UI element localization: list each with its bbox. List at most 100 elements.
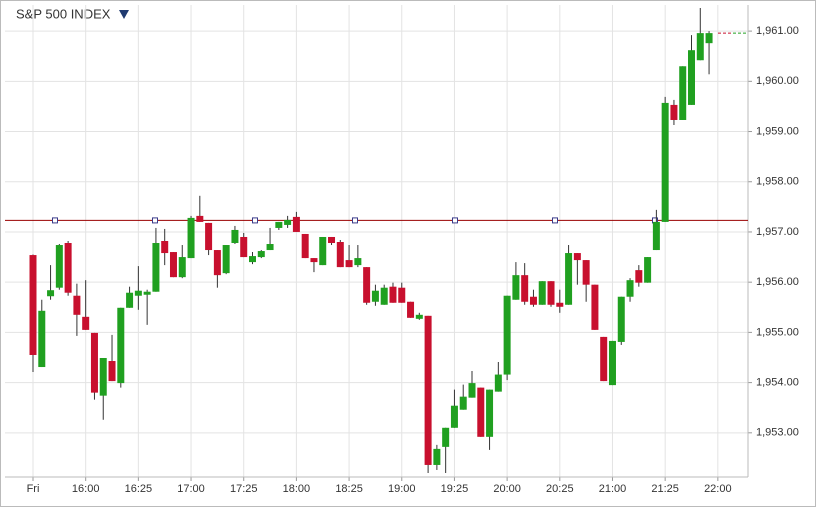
candle-body [134,290,142,296]
candle-body [556,302,564,307]
x-tick-label: 22:00 [704,483,732,495]
candle-body [547,281,555,305]
candle-body [389,286,397,303]
x-tick-label: 18:00 [283,483,311,495]
candle-body [582,260,590,285]
candle-body [301,233,309,259]
candle-body [240,236,248,258]
candle-body [231,229,239,244]
candle-body [521,275,529,302]
candle-body [354,258,362,266]
x-tick-label: 18:25 [335,483,363,495]
candle-body [477,387,485,437]
candle-body [275,221,283,228]
reference-marker [52,217,58,224]
candle-body [600,336,608,382]
candle-body [573,253,581,261]
candle-body [29,255,37,355]
x-tick-label: 21:25 [651,483,679,495]
candle-body [398,287,406,303]
candle-body [222,245,230,274]
x-tick-label: 16:00 [72,483,100,495]
x-tick-label: Fri [27,483,40,495]
candle-body [126,292,134,308]
candle-body [688,50,695,105]
candle-body [696,33,704,61]
candle-body [705,33,713,44]
candle-body [617,296,625,342]
y-tick-label: 1,960.00 [756,75,799,87]
y-tick-label: 1,954.00 [756,377,799,389]
y-tick-label: 1,958.00 [756,176,799,188]
x-tick-label: 19:25 [441,483,469,495]
candle-body [257,251,265,258]
reference-marker [352,217,358,224]
candle-body [442,427,450,447]
candle-body [626,280,634,297]
candle-body [328,236,336,244]
candle-body [64,243,72,293]
candle-body [494,374,502,392]
candle-body [407,301,415,318]
candle-body [143,291,151,295]
reference-marker [252,217,258,224]
candle-body [108,361,116,382]
candle-body [512,275,520,300]
candle-body [90,332,98,393]
candle-body [679,66,687,120]
candle-body [345,260,353,268]
candle-body [433,448,441,465]
y-tick-label: 1,956.00 [756,276,799,288]
candle-body [503,295,511,375]
y-tick-label: 1,955.00 [756,326,799,338]
reference-marker [152,217,158,224]
x-tick-label: 20:25 [546,483,574,495]
x-tick-label: 20:00 [493,483,521,495]
candle-body [459,396,467,410]
x-tick-label: 17:25 [230,483,258,495]
candle-body [284,219,292,225]
candle-body [424,315,432,465]
title-dropdown-icon[interactable] [119,10,129,19]
candle-body [187,217,195,259]
y-tick-label: 1,961.00 [756,25,799,37]
candle-body [661,102,669,222]
x-tick-label: 19:00 [388,483,416,495]
candle-body [670,104,678,120]
candle-body [652,221,660,251]
reference-marker [552,217,558,224]
x-tick-label: 16:25 [125,483,153,495]
candle-body [249,256,256,263]
candle-body [336,242,344,268]
candle-body [82,316,90,330]
y-tick-label: 1,953.00 [756,427,799,439]
candle-body [213,250,221,276]
candle-body [38,310,46,368]
candle-body [152,243,160,292]
candle-body [486,389,494,437]
y-tick-label: 1,957.00 [756,226,799,238]
x-tick-label: 21:00 [599,483,627,495]
candle-body [55,245,63,288]
candle-body [73,295,81,315]
chart-title[interactable]: S&P 500 INDEX [16,6,111,21]
candle-body [117,307,125,384]
candle-body [380,287,388,305]
y-tick-label: 1,959.00 [756,125,799,137]
candle-body [363,267,371,303]
candle-body [415,314,423,319]
candle-body [529,296,537,305]
candle-body [538,281,546,305]
candle-body [565,253,573,305]
candle-body [644,257,652,283]
candle-body [635,270,643,283]
candle-body [591,284,599,330]
x-tick-label: 17:00 [177,483,205,495]
candle-body [608,340,616,386]
candle-body [450,405,458,428]
candle-body [319,236,327,266]
candle-body [47,290,55,297]
candle-body [371,290,379,302]
candle-body [169,252,177,278]
